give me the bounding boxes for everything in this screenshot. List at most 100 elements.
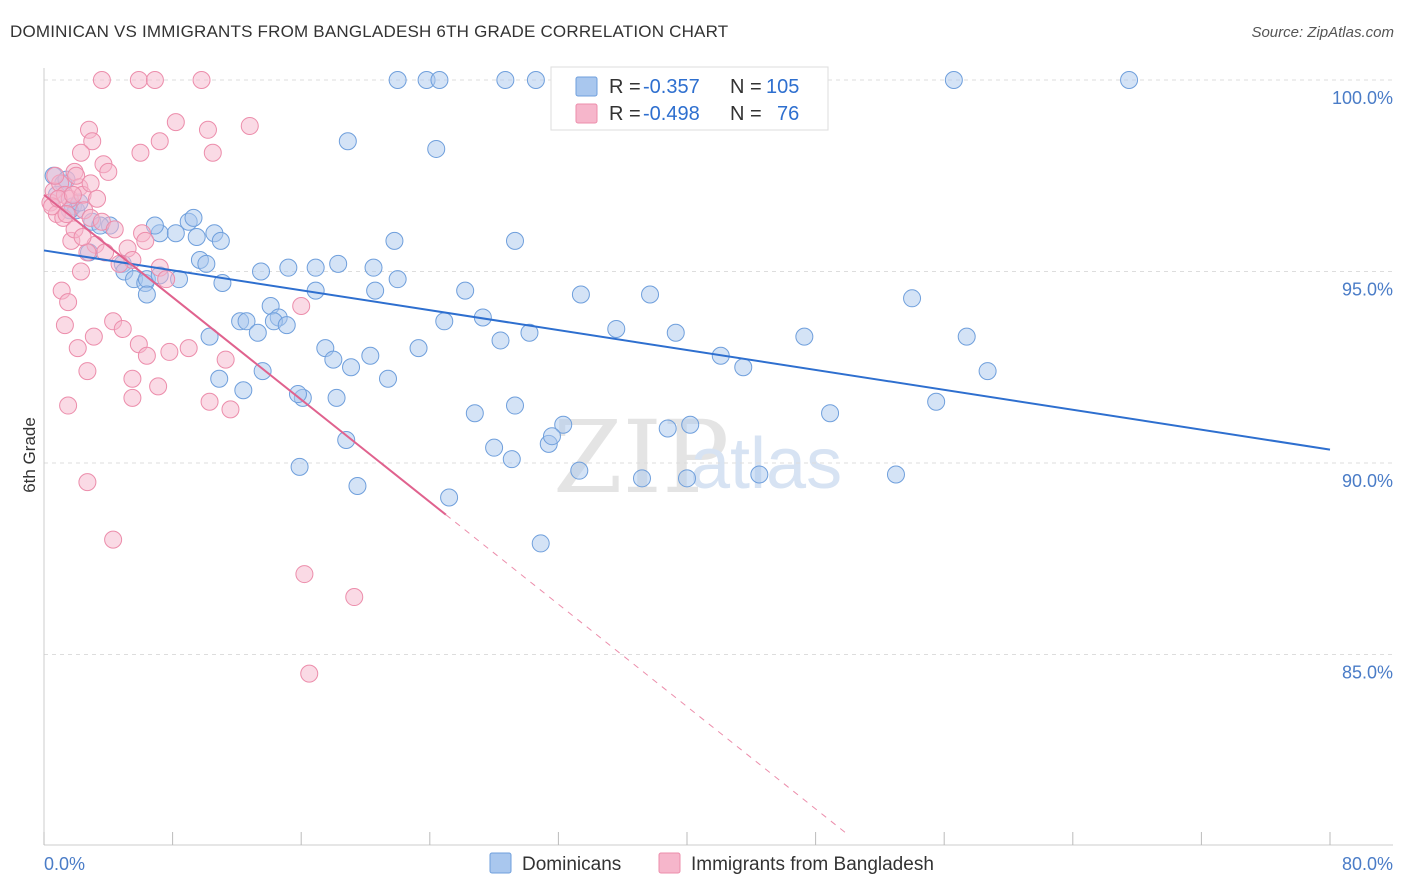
bangladesh-point-58 (198, 120, 217, 139)
dominicans-point-92 (338, 132, 357, 151)
legend-n-value-2: 76 (777, 103, 799, 125)
bangladesh-point-22 (157, 270, 176, 289)
dominicans-point-48 (210, 369, 229, 388)
bangladesh-point-65 (71, 143, 90, 162)
bangladesh-point-41 (123, 369, 142, 388)
bangladesh-point-46 (292, 296, 311, 315)
bangladesh-point-38 (179, 339, 198, 358)
bangladesh-point-61 (150, 132, 169, 151)
dominicans-point-77 (681, 415, 700, 434)
dominicans-point-72 (288, 385, 307, 404)
dominicans-point-75 (554, 415, 573, 434)
dominicans-point-96 (496, 71, 515, 89)
dominicans-point-52 (277, 316, 296, 335)
bangladesh-point-29 (59, 293, 78, 312)
series-legend-label-bangladesh: Immigrants from Bangladesh (691, 854, 934, 875)
bangladesh-point-20 (136, 231, 155, 250)
series-legend-swatch-dominicans (489, 852, 512, 874)
bangladesh-point-50 (295, 565, 314, 584)
bangladesh-point-27 (71, 262, 90, 281)
dominicans-point-97 (526, 71, 545, 89)
bangladesh-point-37 (160, 342, 179, 361)
dominicans-point-84 (290, 457, 309, 476)
dominicans-point-56 (361, 346, 380, 365)
dominicans-point-49 (237, 312, 256, 331)
dominicans-point-66 (795, 327, 814, 346)
gridlines (44, 79, 1393, 655)
dominicans-point-104 (903, 289, 922, 308)
bangladesh-points (41, 71, 364, 683)
dominicans-point-35 (364, 258, 383, 277)
dominicans-point-55 (342, 358, 361, 377)
bangladesh-point-31 (68, 339, 87, 358)
bangladesh-point-67 (99, 162, 118, 181)
dominicans-point-58 (409, 339, 428, 358)
chart-title: DOMINICAN VS IMMIGRANTS FROM BANGLADESH … (10, 22, 729, 41)
dominicans-point-27 (187, 228, 206, 247)
bangladesh-point-12 (67, 166, 86, 185)
legend-swatch-pink (575, 103, 598, 124)
dominicans-point-39 (456, 281, 475, 300)
dominicans-point-83 (337, 431, 356, 450)
dominicans-point-87 (632, 469, 651, 488)
series-legend-swatch-bangladesh (658, 852, 681, 874)
dominicans-point-93 (388, 71, 407, 89)
legend-n-label-2: N = (730, 103, 762, 125)
bangladesh-trend-line (43, 194, 447, 516)
dominicans-point-24 (184, 208, 203, 227)
bangladesh-point-56 (192, 71, 211, 89)
trend-lines (43, 194, 1331, 835)
bangladesh-point-30 (55, 316, 74, 335)
y-tick-label-1: 95.0% (1342, 280, 1393, 300)
dominicans-point-95 (430, 71, 449, 89)
dominicans-point-73 (465, 404, 484, 423)
correlation-legend: R = -0.357 N = 105 R = -0.498 N = 76 (550, 66, 829, 131)
dominicans-point-76 (658, 419, 677, 438)
bangladesh-point-54 (129, 71, 148, 89)
y-tick-label-0: 100.0% (1332, 88, 1393, 108)
dominicans-point-78 (750, 465, 769, 484)
dominicans-point-85 (348, 476, 367, 495)
bangladesh-point-57 (240, 116, 259, 135)
bangladesh-point-62 (166, 113, 185, 132)
bangladesh-point-74 (73, 228, 92, 247)
dominicans-point-106 (978, 362, 997, 381)
dominicans-point-71 (234, 381, 253, 400)
legend-n-label-1: N = (730, 76, 762, 98)
bangladesh-point-32 (84, 327, 103, 346)
bangladesh-point-36 (137, 346, 156, 365)
bangladesh-point-16 (105, 220, 124, 239)
series-legend: Dominicans Immigrants from Bangladesh (489, 852, 934, 875)
dominicans-point-74 (505, 396, 524, 415)
dominicans-point-26 (211, 231, 230, 250)
source-label: Source: ZipAtlas.com (1251, 24, 1394, 41)
legend-swatch-blue (575, 76, 598, 97)
dominicans-point-91 (427, 139, 446, 158)
bangladesh-point-72 (46, 166, 65, 185)
dominicans-point-47 (200, 327, 219, 346)
dominicans-point-33 (306, 258, 325, 277)
dominicans-point-81 (502, 450, 521, 469)
dominicans-point-54 (324, 350, 343, 369)
bangladesh-point-43 (200, 392, 219, 411)
dominicans-point-61 (491, 331, 510, 350)
legend-r-value-2: -0.498 (643, 103, 700, 125)
dominicans-point-38 (505, 231, 524, 250)
dominicans-point-100 (944, 71, 963, 89)
dominicans-point-70 (253, 362, 272, 381)
bangladesh-point-70 (88, 189, 107, 208)
bangladesh-point-45 (123, 388, 142, 407)
bangladesh-point-59 (203, 143, 222, 162)
bangladesh-point-47 (59, 396, 78, 415)
dominicans-point-102 (821, 404, 840, 423)
bangladesh-point-49 (104, 530, 123, 549)
x-tick-left: 0.0% (44, 854, 85, 874)
dominicans-point-29 (197, 254, 216, 273)
bangladesh-point-68 (81, 174, 100, 193)
dominicans-point-101 (1120, 71, 1139, 89)
dominicans-point-42 (366, 281, 385, 300)
dominicans-point-79 (678, 469, 696, 488)
dominicans-point-80 (485, 438, 504, 457)
dominicans-point-67 (734, 358, 753, 377)
